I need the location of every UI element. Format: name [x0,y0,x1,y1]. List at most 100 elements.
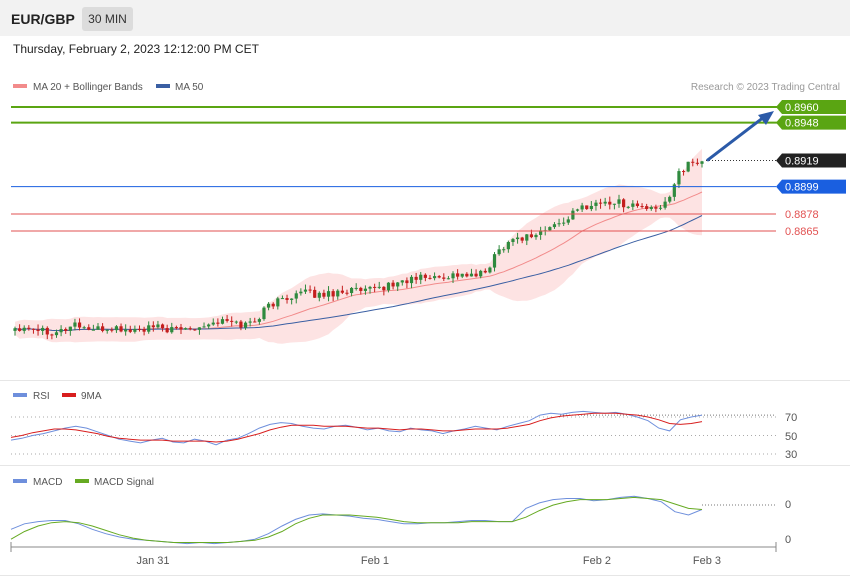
legend-ma20: MA 20 + Bollinger Bands [33,82,143,93]
ma50-line [14,215,703,332]
candle-body [566,219,570,223]
candle-body [640,206,644,208]
candle-body [515,237,520,240]
ma20-legend-swatch [13,84,27,88]
candle-body [492,254,497,268]
candle-body [322,292,326,297]
candle-body [598,202,603,204]
candle-body [658,207,663,209]
candle-body [432,276,437,279]
candle-body [525,234,529,241]
candle-body [423,274,427,278]
candle-body [654,207,658,209]
candle-body [649,207,653,210]
candle-body [216,322,220,324]
symbol-label: EUR/GBP [11,11,75,27]
candle-body [266,303,271,308]
rsi-series [10,410,776,455]
candle-body [147,325,151,332]
candlestick-series [13,158,704,340]
level-tag-0.8948 [776,115,846,130]
candle-body [409,276,414,284]
timeframe-button[interactable]: 30 MIN [82,7,133,31]
rsi-line [10,410,703,446]
candle-body [73,322,77,327]
candle-body [114,326,119,331]
level-tag-0.8960 [776,100,846,114]
candle-body [50,334,54,336]
rsi-tick-70: 70 [785,412,797,424]
candle-body [474,273,478,277]
macd-signal-line [10,496,703,543]
candle-body [197,327,202,330]
candle-body [41,327,45,331]
candle-body [460,273,464,277]
candle-body [456,273,460,277]
candle-body [160,324,165,329]
candle-body [645,206,649,210]
legend-macd-signal: MACD Signal [94,477,154,488]
forecast-arrow-head [758,111,774,125]
candle-body [672,184,676,197]
candle-body [631,203,635,207]
candle-body [552,224,557,228]
candle-body [695,162,699,164]
candle-body [290,298,294,300]
candle-body [36,329,40,331]
candle-body [626,206,630,208]
candle-body [110,329,114,331]
price-panel [0,36,850,381]
candle-body [303,289,308,292]
candle-body [612,203,616,205]
candle-body [483,270,487,273]
candle-body [608,201,612,205]
legend-rsi-ma: 9MA [81,391,102,402]
level-label-0.8960: 0.8960 [785,102,819,114]
candle-body [349,287,354,294]
macd-line [10,495,703,545]
candle-body [622,199,626,208]
rsi-legend-swatch [13,393,27,397]
candle-body [575,209,580,211]
candle-body [248,321,252,323]
candle-body [340,290,344,293]
forecast-arrow-shaft [706,115,765,162]
candle-body [193,329,197,331]
candle-body [45,327,49,335]
candle-body [156,324,160,328]
candle-body [18,328,22,331]
candle-body [119,326,123,332]
candle-body [271,303,275,307]
candle-body [276,298,280,307]
candle-body [234,321,238,323]
candle-body [285,298,289,300]
candle-body [77,322,82,328]
candle-body [686,161,690,172]
chart-datetime: Thursday, February 2, 2023 12:12:00 PM C… [13,42,259,56]
candle-body [446,278,451,280]
candle-body [326,291,331,297]
level-label-0.8865: 0.8865 [785,226,819,238]
macd-series [10,495,776,545]
candle-body [557,223,561,225]
candle-body [257,319,261,322]
candle-body [442,277,446,279]
level-label-0.8899: 0.8899 [785,182,819,194]
candle-body [137,328,142,330]
candle-body [585,205,589,210]
candle-body [368,286,372,289]
candle-body [165,328,169,333]
candle-body [128,329,132,332]
rsi-tick-30: 30 [785,449,797,461]
candle-body [363,288,368,291]
candle-body [91,329,95,331]
candle-body [31,328,36,330]
price-levels: 0.8960 0.8948 0.8919 0.8899 0.8878 0.8865 [11,100,846,238]
candle-body [580,205,584,210]
moving-averages [14,191,703,332]
candle-body [331,291,335,297]
macd-signal-legend-swatch [75,479,89,483]
candle-body [534,234,538,238]
macd-tick-upper: 0 [785,499,791,511]
